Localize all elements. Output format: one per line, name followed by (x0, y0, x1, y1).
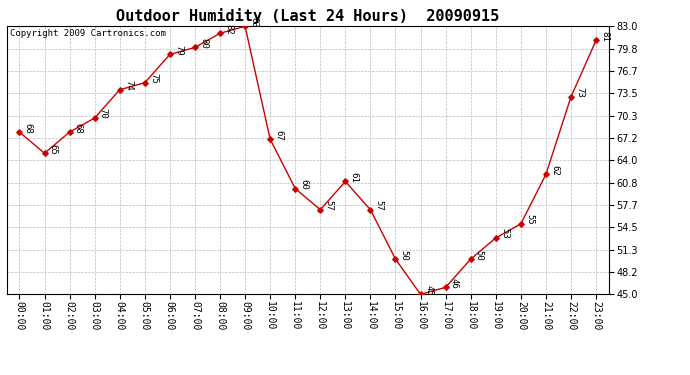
Text: 50: 50 (400, 249, 408, 260)
Text: 50: 50 (475, 249, 484, 260)
Text: 67: 67 (275, 130, 284, 140)
Text: 73: 73 (575, 87, 584, 98)
Text: 60: 60 (299, 179, 308, 190)
Text: 57: 57 (375, 200, 384, 211)
Text: 57: 57 (324, 200, 333, 211)
Text: 70: 70 (99, 108, 108, 119)
Text: 53: 53 (500, 228, 509, 239)
Text: 74: 74 (124, 80, 133, 91)
Text: Copyright 2009 Cartronics.com: Copyright 2009 Cartronics.com (10, 29, 166, 38)
Text: 61: 61 (350, 172, 359, 183)
Text: 79: 79 (174, 45, 183, 56)
Text: 46: 46 (450, 278, 459, 288)
Text: 45: 45 (425, 285, 434, 296)
Text: 82: 82 (224, 24, 233, 34)
Text: 75: 75 (149, 73, 158, 84)
Text: 83: 83 (249, 17, 258, 27)
Text: 65: 65 (49, 144, 58, 154)
Text: 68: 68 (74, 123, 83, 133)
Text: 68: 68 (23, 123, 32, 133)
Text: 55: 55 (525, 214, 534, 225)
Text: 81: 81 (600, 31, 609, 42)
Text: 62: 62 (550, 165, 559, 176)
Title: Outdoor Humidity (Last 24 Hours)  20090915: Outdoor Humidity (Last 24 Hours) 2009091… (116, 8, 500, 24)
Text: 80: 80 (199, 38, 208, 49)
